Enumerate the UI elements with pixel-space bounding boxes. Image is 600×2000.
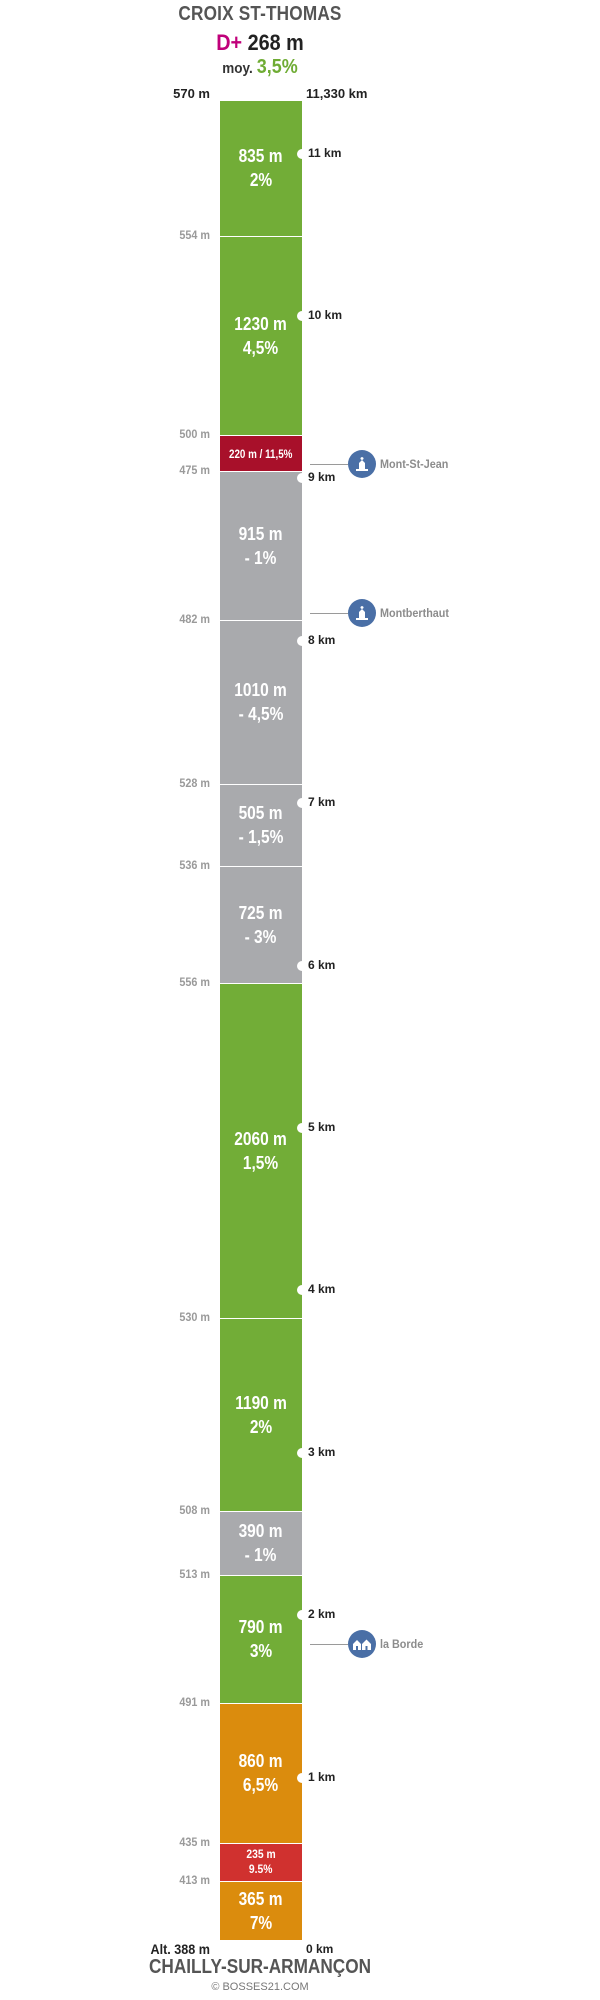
km-marker-dot	[297, 1772, 307, 1783]
km-marker-dot	[297, 960, 307, 971]
altitude-label: 491 m	[179, 1694, 210, 1709]
elevation-gain-value: 268 m	[247, 30, 304, 55]
profile-segment: 365 m 7%	[220, 1880, 302, 1940]
altitude-label: 413 m	[179, 1872, 210, 1887]
poi-connector-line	[310, 1644, 348, 1646]
segment-length-label: 915 m	[239, 523, 283, 544]
houses-icon	[348, 1630, 376, 1659]
elevation-gain: D+ 268 m	[26, 30, 494, 56]
altitude-label: 528 m	[179, 775, 210, 790]
segment-grade-label: 1,5%	[243, 1153, 279, 1174]
km-marker-label: 8 km	[308, 632, 336, 647]
church-icon	[348, 449, 376, 478]
altitude-label: 482 m	[179, 611, 210, 626]
segment-length-label: 1230 m	[234, 313, 288, 334]
poi-label: Montberthaut	[380, 606, 449, 621]
segment-grade-label: 9.5%	[249, 1862, 273, 1877]
km-marker-label: 11 km	[308, 145, 342, 160]
km-marker-label: 9 km	[308, 470, 336, 485]
segment-length-label: 365 m	[239, 1888, 283, 1909]
church-icon	[348, 599, 376, 628]
km-marker-label: 2 km	[308, 1607, 336, 1622]
km-marker-label: 3 km	[308, 1444, 336, 1459]
segment-grade-label: - 1%	[245, 547, 277, 568]
km-marker-dot	[297, 1122, 307, 1133]
profile-segment: 1230 m 4,5%	[220, 235, 302, 436]
segment-length-label: 1190 m	[235, 1393, 287, 1414]
profile-segment: 505 m - 1,5%	[220, 783, 302, 866]
km-marker-dot	[297, 1285, 307, 1296]
altitude-label: 554 m	[179, 227, 210, 242]
profile-segment: 860 m 6,5%	[220, 1702, 302, 1843]
km-marker-label: 5 km	[308, 1119, 336, 1134]
average-grade-label: moy.	[222, 60, 253, 77]
segment-grade-label: - 1,5%	[238, 827, 284, 848]
altitude-label: 435 m	[179, 1834, 210, 1849]
km-marker-dot	[297, 148, 307, 159]
segment-grade-label: 6,5%	[243, 1775, 279, 1796]
average-grade-value: 3,5%	[256, 56, 298, 78]
segment-grade-label: 7%	[249, 1912, 273, 1933]
segment-grade-label: 3%	[249, 1641, 273, 1662]
average-grade: moy. 3,5%	[26, 56, 494, 79]
profile-segment: 790 m 3%	[220, 1574, 302, 1703]
profile-segment: 2060 m 1,5%	[220, 983, 302, 1318]
km-marker-label: 6 km	[308, 957, 336, 972]
segment-length-label: 390 m	[239, 1521, 283, 1542]
km-marker-label: 4 km	[308, 1282, 336, 1297]
segment-length-label: 835 m	[239, 146, 283, 167]
segment-length-label: 2060 m	[234, 1129, 288, 1150]
profile-segment: 835 m 2%	[220, 100, 302, 236]
segment-grade-label: 2%	[249, 170, 273, 191]
km-marker-dot	[297, 798, 307, 809]
segment-length-label: 505 m	[239, 803, 283, 824]
km-marker-dot	[297, 310, 307, 321]
profile-segment: 915 m - 1%	[220, 471, 302, 620]
segment-grade-label: - 4,5%	[238, 704, 284, 725]
altitude-label: 556 m	[179, 975, 210, 990]
km-marker-dot	[297, 473, 307, 484]
poi-connector-line	[310, 463, 348, 465]
segment-grade-label: 2%	[249, 1417, 273, 1438]
segment-length-label: 790 m	[239, 1617, 283, 1638]
end-location-title: CHAILLY-SUR-ARMANÇON	[148, 1956, 372, 1978]
km-marker-dot	[297, 1447, 307, 1458]
segment-length-label: 220 m / 11,5%	[229, 446, 293, 461]
poi-connector-line	[310, 613, 348, 615]
total-distance-label: 11,330 km	[306, 86, 368, 101]
altitude-label: 536 m	[179, 857, 210, 872]
segment-length-label: 235 m	[246, 1847, 276, 1862]
segment-length-label: 860 m	[239, 1751, 283, 1772]
km-marker-label: 7 km	[308, 795, 336, 810]
start-location-title: CROIX ST-THOMAS	[178, 3, 342, 25]
credit-text: © BOSSES21.COM	[211, 1981, 309, 1993]
profile-segment: 1190 m 2%	[220, 1318, 302, 1512]
profile-segment: 220 m / 11,5%	[220, 435, 302, 472]
elevation-gain-label: D+	[216, 30, 243, 55]
altitude-label: 508 m	[179, 1503, 210, 1518]
start-distance-label: 0 km	[306, 1942, 334, 1956]
segment-length-label: 1010 m	[234, 680, 288, 701]
km-marker-label: 10 km	[308, 307, 343, 322]
profile-segment: 1010 m - 4,5%	[220, 619, 302, 784]
altitude-label: 475 m	[179, 463, 210, 478]
segment-grade-label: - 1%	[245, 1545, 277, 1566]
profile-segment: 235 m 9.5%	[220, 1842, 302, 1881]
segment-grade-label: - 3%	[245, 927, 277, 948]
segment-grade-label: 4,5%	[243, 337, 279, 358]
altitude-label: 500 m	[179, 427, 210, 442]
altitude-label: 513 m	[179, 1566, 210, 1581]
poi-label: la Borde	[380, 1637, 424, 1652]
km-marker-dot	[297, 1610, 307, 1621]
profile-segment: 390 m - 1%	[220, 1511, 302, 1575]
km-marker-dot	[297, 635, 307, 646]
poi-label: Mont-St-Jean	[380, 456, 449, 471]
altitude-label: 530 m	[179, 1310, 210, 1324]
km-marker-label: 1 km	[308, 1769, 336, 1784]
start-altitude-label: Alt. 388 m	[150, 1941, 210, 1957]
profile-segment: 725 m - 3%	[220, 865, 302, 984]
segment-length-label: 725 m	[239, 903, 283, 924]
summit-altitude-label: 570 m	[173, 86, 210, 101]
